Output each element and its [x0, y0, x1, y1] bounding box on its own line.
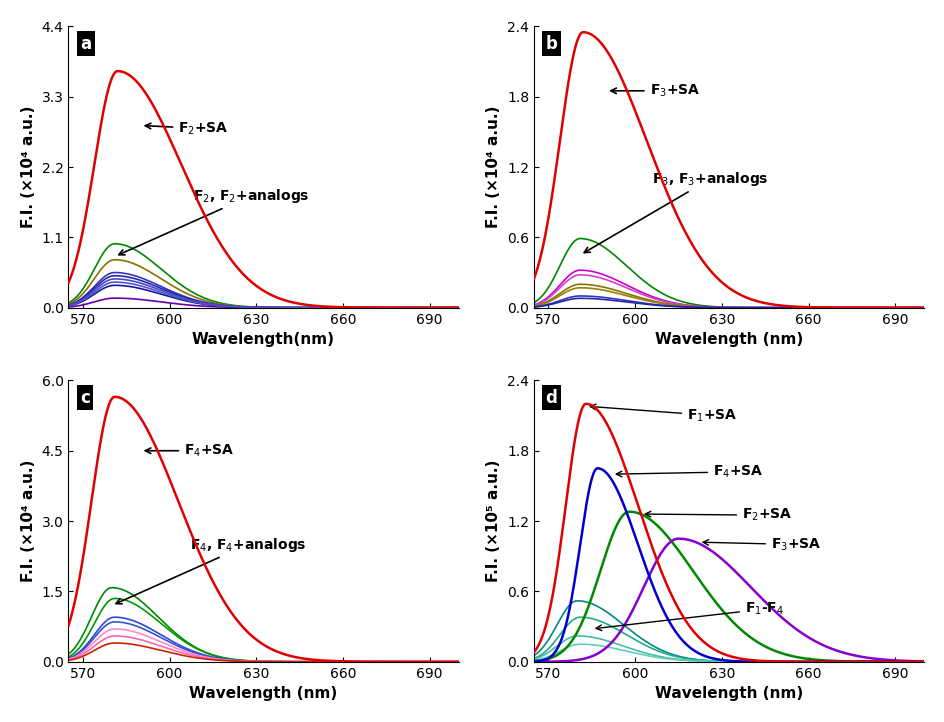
- Text: F$_2$, F$_2$+analogs: F$_2$, F$_2$+analogs: [119, 187, 309, 255]
- Text: a: a: [80, 35, 92, 53]
- Text: F$_4$+SA: F$_4$+SA: [615, 464, 763, 480]
- X-axis label: Wavelength (nm): Wavelength (nm): [189, 686, 337, 701]
- Text: F$_4$+SA: F$_4$+SA: [145, 443, 234, 459]
- Text: F$_2$+SA: F$_2$+SA: [145, 121, 228, 137]
- Text: F$_3$, F$_3$+analogs: F$_3$, F$_3$+analogs: [583, 170, 768, 253]
- Text: F$_4$, F$_4$+analogs: F$_4$, F$_4$+analogs: [116, 536, 306, 604]
- X-axis label: Wavelength (nm): Wavelength (nm): [654, 686, 802, 701]
- Text: F$_1$+SA: F$_1$+SA: [590, 404, 737, 424]
- Text: b: b: [545, 35, 557, 53]
- Text: F$_3$+SA: F$_3$+SA: [702, 536, 820, 553]
- Y-axis label: F.I. (×10⁴ a.u.): F.I. (×10⁴ a.u.): [21, 460, 36, 582]
- X-axis label: Wavelength (nm): Wavelength (nm): [654, 332, 802, 347]
- Text: d: d: [545, 389, 557, 406]
- X-axis label: Wavelength(nm): Wavelength(nm): [192, 332, 334, 347]
- Y-axis label: F.I. (×10⁴ a.u.): F.I. (×10⁴ a.u.): [486, 106, 501, 228]
- Y-axis label: F.I. (×10⁴ a.u.): F.I. (×10⁴ a.u.): [21, 106, 36, 228]
- Text: c: c: [80, 389, 90, 406]
- Text: F$_1$-F$_4$: F$_1$-F$_4$: [596, 601, 784, 630]
- Text: F$_2$+SA: F$_2$+SA: [645, 507, 792, 523]
- Text: F$_3$+SA: F$_3$+SA: [610, 82, 700, 99]
- Y-axis label: F.I. (×10⁵ a.u.): F.I. (×10⁵ a.u.): [486, 460, 501, 582]
